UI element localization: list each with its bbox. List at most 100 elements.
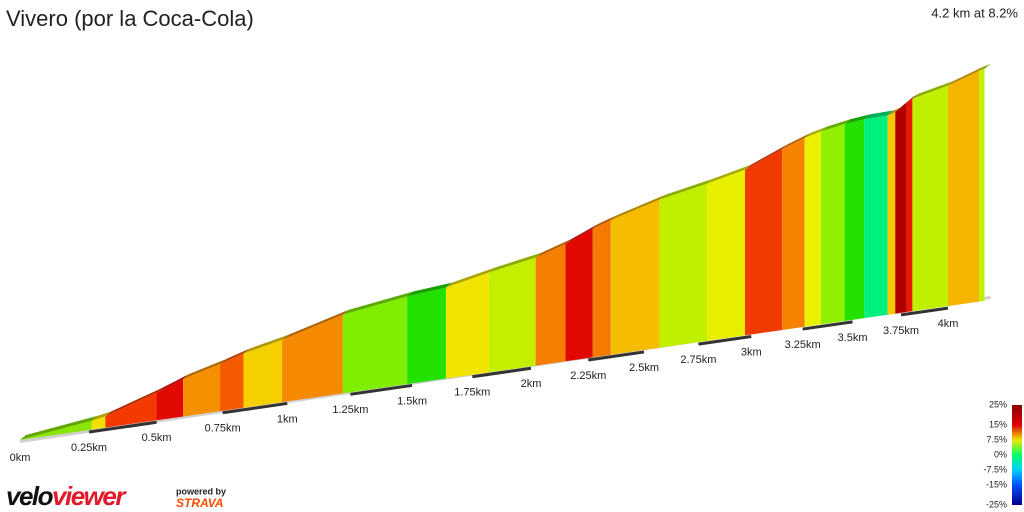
segment [183,364,221,417]
x-tick-label: 1km [277,413,298,425]
segment [947,70,980,307]
segment [445,272,489,379]
x-tick-label: 0.25km [71,442,107,454]
tick-bar [802,320,853,331]
chart-title: Vivero (por la Coca-Cola) [6,6,254,31]
segment [906,98,913,313]
tick-bar [472,366,532,379]
colorbar-label: 0% [994,449,1007,459]
segment-top [220,348,250,365]
x-tick-label: 2.25km [570,370,606,382]
x-tick-label: 1.5km [397,395,427,407]
segment [342,296,408,394]
segment-top [592,215,617,229]
colorbar-label: -7.5% [983,464,1007,474]
tick-bar [900,306,949,317]
colorbar-label: 15% [989,419,1007,429]
segment [156,379,184,421]
colorbar-label: -25% [986,499,1007,509]
colorbar-label: 7.5% [986,434,1007,444]
logo-viewer: viewer [52,481,127,511]
colorbar-label: 25% [989,399,1007,409]
x-tick-label: 2.5km [629,362,659,374]
segment [895,102,907,314]
segment [243,339,283,408]
segment [744,148,783,336]
segment-top [912,80,954,99]
segment [912,85,948,312]
segment [887,112,896,315]
segment [592,220,611,358]
segment [844,119,865,322]
segment-top [488,252,542,273]
segment-top [183,359,227,380]
segment [282,314,343,403]
x-tick-label: 3.25km [785,339,821,351]
segment-top [445,267,495,288]
segment [91,416,106,430]
x-tick-label: 1.75km [454,387,490,399]
segment-top [782,132,811,149]
x-tick-label: 0km [10,452,31,464]
segment-top [610,194,666,221]
segment [105,392,157,428]
segment-top [844,114,871,125]
tick-bar [698,334,752,346]
x-tick-label: 0.5km [142,432,172,444]
segment-top [407,282,452,297]
strava-logo: STRAVA [176,496,224,510]
segment-top [887,107,902,116]
x-tick-label: 1.25km [332,404,368,416]
colorbar-label: -15% [986,479,1007,489]
powered-by: powered by [176,486,226,496]
segment-top [659,178,713,200]
segment-top [282,309,349,340]
tick-bar [222,401,288,415]
logo: veloviewer [6,481,127,511]
segment [220,353,244,412]
segment-top [906,93,919,103]
segment [782,137,805,331]
segment-top [156,374,190,393]
segment [979,68,985,302]
segment-top [243,334,289,354]
segment-top [565,223,599,245]
segment [659,183,707,348]
segment [610,199,660,355]
x-tick-label: 2.75km [680,354,716,366]
segment-top [979,63,991,71]
segment [20,420,92,440]
segment [706,169,745,341]
colorbar [1012,405,1022,505]
segment [804,131,821,327]
segment [488,257,536,373]
segment-top [706,164,751,184]
segment-top [947,65,986,86]
x-tick-label: 4km [938,318,959,330]
segment [864,115,888,319]
x-tick-label: 3.5km [838,332,868,344]
segment-top [105,387,163,417]
tick-bar [350,383,413,396]
logo-velo: velo [6,481,54,511]
segment [565,228,593,362]
x-tick-label: 3km [741,346,762,358]
segment [535,244,566,366]
segment [820,124,845,325]
tick-bar [588,350,645,362]
segment-top [535,239,572,258]
segment-top [864,110,894,120]
segment-top [820,119,851,132]
summary: 4.2 km at 8.2% [931,5,1018,20]
x-tick-label: 2km [521,378,542,390]
x-tick-label: 0.75km [205,423,241,435]
segment-top [744,143,789,170]
tick-bar [88,420,157,434]
segment [407,287,446,385]
segment-top [342,291,414,315]
x-tick-label: 3.75km [883,325,919,337]
segment-top [804,126,827,138]
segment-top [91,411,112,421]
